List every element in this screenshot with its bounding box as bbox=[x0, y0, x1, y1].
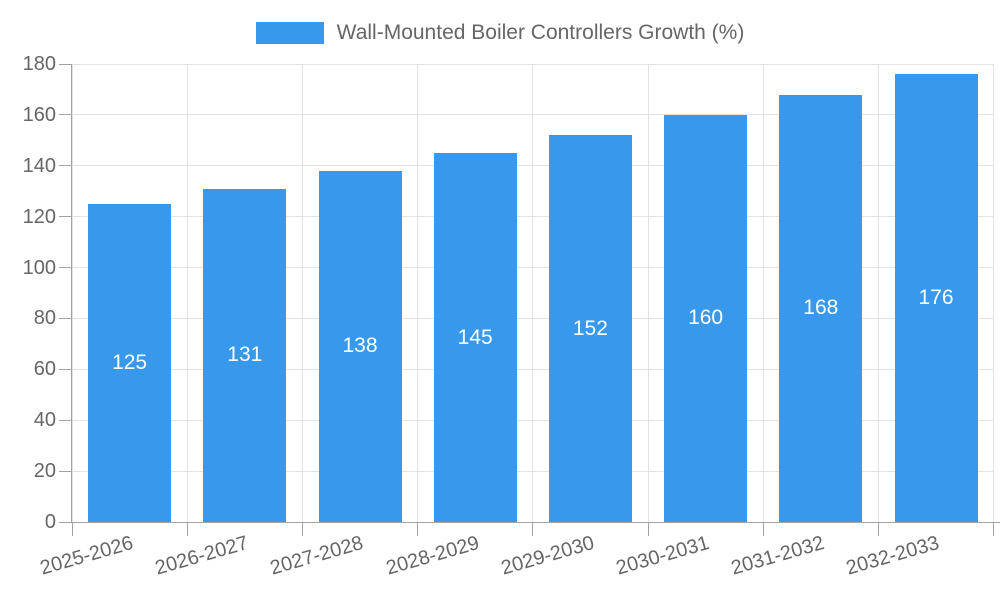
bar-2028-2029[interactable] bbox=[433, 153, 517, 522]
bar-2027-2028[interactable] bbox=[318, 170, 402, 522]
y-axis-label: 80 bbox=[33, 307, 56, 330]
x-axis-tick bbox=[71, 522, 73, 536]
legend-label: Wall-Mounted Boiler Controllers Growth (… bbox=[336, 21, 745, 44]
legend-swatch bbox=[255, 22, 324, 44]
bar-2030-2031[interactable] bbox=[664, 114, 748, 522]
bar-2026-2027[interactable] bbox=[203, 188, 287, 522]
y-axis-tick bbox=[59, 317, 72, 319]
x-gridline bbox=[877, 64, 879, 522]
x-gridline bbox=[532, 64, 534, 522]
y-axis-tick bbox=[59, 63, 72, 65]
bar-2025-2026[interactable] bbox=[88, 203, 172, 522]
x-gridline bbox=[993, 64, 995, 522]
x-gridline bbox=[647, 64, 649, 522]
x-axis-tick bbox=[877, 522, 879, 536]
y-axis-tick bbox=[59, 216, 72, 218]
bar-value-label: 176 bbox=[918, 286, 954, 310]
y-axis-label: 100 bbox=[22, 256, 56, 279]
x-axis-label: 2028-2029 bbox=[383, 532, 482, 580]
x-gridline bbox=[762, 64, 764, 522]
x-gridline bbox=[71, 64, 73, 522]
y-axis-label: 160 bbox=[22, 103, 56, 126]
bar-value-label: 168 bbox=[803, 296, 839, 320]
x-axis-label: 2030-2031 bbox=[613, 532, 712, 580]
y-axis-label: 120 bbox=[22, 205, 56, 228]
x-axis-tick bbox=[532, 522, 534, 536]
y-axis-label: 60 bbox=[33, 358, 56, 381]
bar-value-label: 152 bbox=[572, 316, 608, 340]
x-axis-label: 2032-2033 bbox=[844, 532, 943, 580]
x-gridline bbox=[186, 64, 188, 522]
x-axis-label: 2029-2030 bbox=[498, 532, 597, 580]
y-axis-tick bbox=[59, 165, 72, 167]
x-axis-tick bbox=[993, 522, 995, 536]
bar-value-label: 125 bbox=[112, 350, 148, 374]
x-axis-tick bbox=[647, 522, 649, 536]
bar-value-label: 138 bbox=[342, 334, 378, 358]
bar-value-label: 145 bbox=[457, 325, 493, 349]
x-axis-tick bbox=[762, 522, 764, 536]
x-gridline bbox=[301, 64, 303, 522]
x-axis-line bbox=[71, 522, 1000, 523]
bar-2032-2033[interactable] bbox=[894, 74, 978, 522]
y-axis-label: 20 bbox=[33, 460, 56, 483]
y-axis-label: 0 bbox=[44, 511, 56, 533]
y-axis-tick bbox=[59, 419, 72, 421]
x-axis-tick bbox=[301, 522, 303, 536]
bar-2031-2032[interactable] bbox=[779, 94, 863, 522]
y-axis-label: 140 bbox=[22, 154, 56, 177]
y-axis-tick bbox=[59, 114, 72, 116]
x-axis-label: 2031-2032 bbox=[728, 532, 827, 580]
y-axis-line bbox=[71, 64, 72, 522]
y-axis-tick bbox=[59, 368, 72, 370]
bar-2029-2030[interactable] bbox=[548, 135, 632, 522]
y-axis-tick bbox=[59, 267, 72, 269]
x-axis-tick bbox=[417, 522, 419, 536]
x-axis-label: 2026-2027 bbox=[152, 532, 251, 580]
chart-legend-item[interactable]: Wall-Mounted Boiler Controllers Growth (… bbox=[0, 20, 1000, 46]
x-gridline bbox=[417, 64, 419, 522]
x-axis-tick bbox=[186, 522, 188, 536]
y-axis-label: 180 bbox=[22, 53, 56, 75]
x-axis-label: 2025-2026 bbox=[37, 532, 136, 580]
x-axis-label: 2027-2028 bbox=[268, 532, 367, 580]
y-axis-label: 40 bbox=[33, 409, 56, 432]
bar-value-label: 131 bbox=[227, 343, 263, 367]
bar-value-label: 160 bbox=[688, 306, 724, 330]
y-axis-tick bbox=[59, 470, 72, 472]
y-axis-tick bbox=[59, 521, 72, 523]
